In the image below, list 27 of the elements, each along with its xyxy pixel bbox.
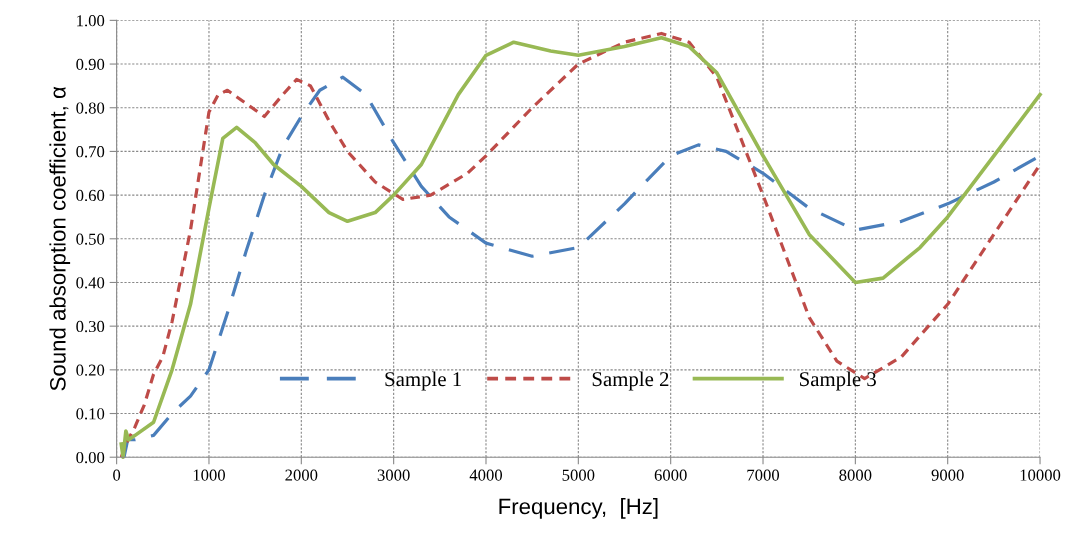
y-tick-label: 0.00 bbox=[76, 451, 105, 464]
x-tick-label: 10000 bbox=[1020, 469, 1061, 481]
x-tick-label: 7000 bbox=[747, 469, 780, 481]
y-tick-label: 0.90 bbox=[76, 58, 105, 71]
x-axis-title: Frequency, [Hz] bbox=[499, 498, 658, 519]
y-tick-label: 0.50 bbox=[76, 233, 105, 245]
legend-label: Sample 1 bbox=[385, 371, 461, 391]
x-tick-label: 4000 bbox=[469, 469, 503, 481]
x-tick-label: 3000 bbox=[377, 469, 410, 481]
x-tick-label: 5000 bbox=[562, 469, 595, 481]
x-tick-label: 2000 bbox=[285, 469, 318, 481]
legend-label: Sample 3 bbox=[800, 371, 876, 391]
y-tick-label: 0.40 bbox=[76, 277, 105, 289]
y-tick-label: 1.00 bbox=[77, 15, 105, 27]
x-tick-label: 9000 bbox=[931, 469, 964, 481]
y-tick-label: 0.70 bbox=[76, 146, 105, 158]
y-axis-title: Sound absorption coefficient, α bbox=[49, 86, 71, 391]
x-tick-label: 6000 bbox=[654, 469, 687, 481]
x-tick-label: 1000 bbox=[193, 469, 225, 481]
x-tick-label: 0 bbox=[113, 469, 121, 481]
y-tick-label: 0.30 bbox=[76, 320, 105, 333]
x-tick-label: 8000 bbox=[839, 469, 872, 481]
y-tick-label: 0.10 bbox=[76, 408, 105, 420]
y-tick-label: 0.80 bbox=[76, 102, 105, 114]
y-tick-label: 0.20 bbox=[76, 364, 105, 376]
y-tick-label: 0.60 bbox=[76, 189, 105, 202]
legend-label: Sample 2 bbox=[592, 371, 669, 391]
